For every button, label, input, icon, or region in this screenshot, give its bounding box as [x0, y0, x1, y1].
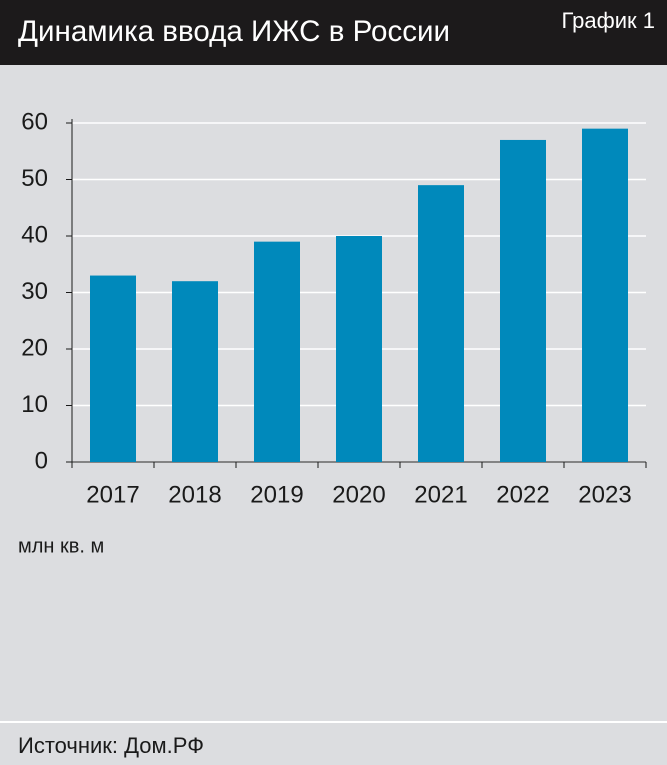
x-tick-label: 2017 — [86, 481, 139, 508]
x-tick-label: 2019 — [250, 481, 303, 508]
bar — [90, 275, 136, 462]
x-tick-label: 2020 — [332, 481, 385, 508]
header-bar — [0, 0, 667, 65]
y-tick-label: 50 — [21, 165, 48, 192]
chart-label: График 1 — [561, 8, 655, 33]
x-tick-label: 2022 — [496, 481, 549, 508]
y-tick-label: 60 — [21, 108, 48, 135]
bar — [418, 185, 464, 462]
source: Источник: Дом.РФ — [18, 733, 204, 758]
bar — [500, 139, 546, 462]
x-tick-label: 2023 — [578, 481, 631, 508]
y-tick-label: 20 — [21, 334, 48, 361]
y-tick-label: 40 — [21, 221, 48, 248]
unit-label: млн кв. м — [18, 535, 104, 557]
y-tick-label: 0 — [35, 447, 48, 474]
x-tick-label: 2021 — [414, 481, 467, 508]
y-tick-label: 30 — [21, 278, 48, 305]
y-tick-label: 10 — [21, 391, 48, 418]
bar — [172, 281, 218, 462]
bar — [582, 128, 628, 462]
x-tick-label: 2018 — [168, 481, 221, 508]
bar — [254, 241, 300, 462]
chart-title: Динамика ввода ИЖС в России — [18, 15, 450, 48]
bar — [336, 236, 382, 462]
